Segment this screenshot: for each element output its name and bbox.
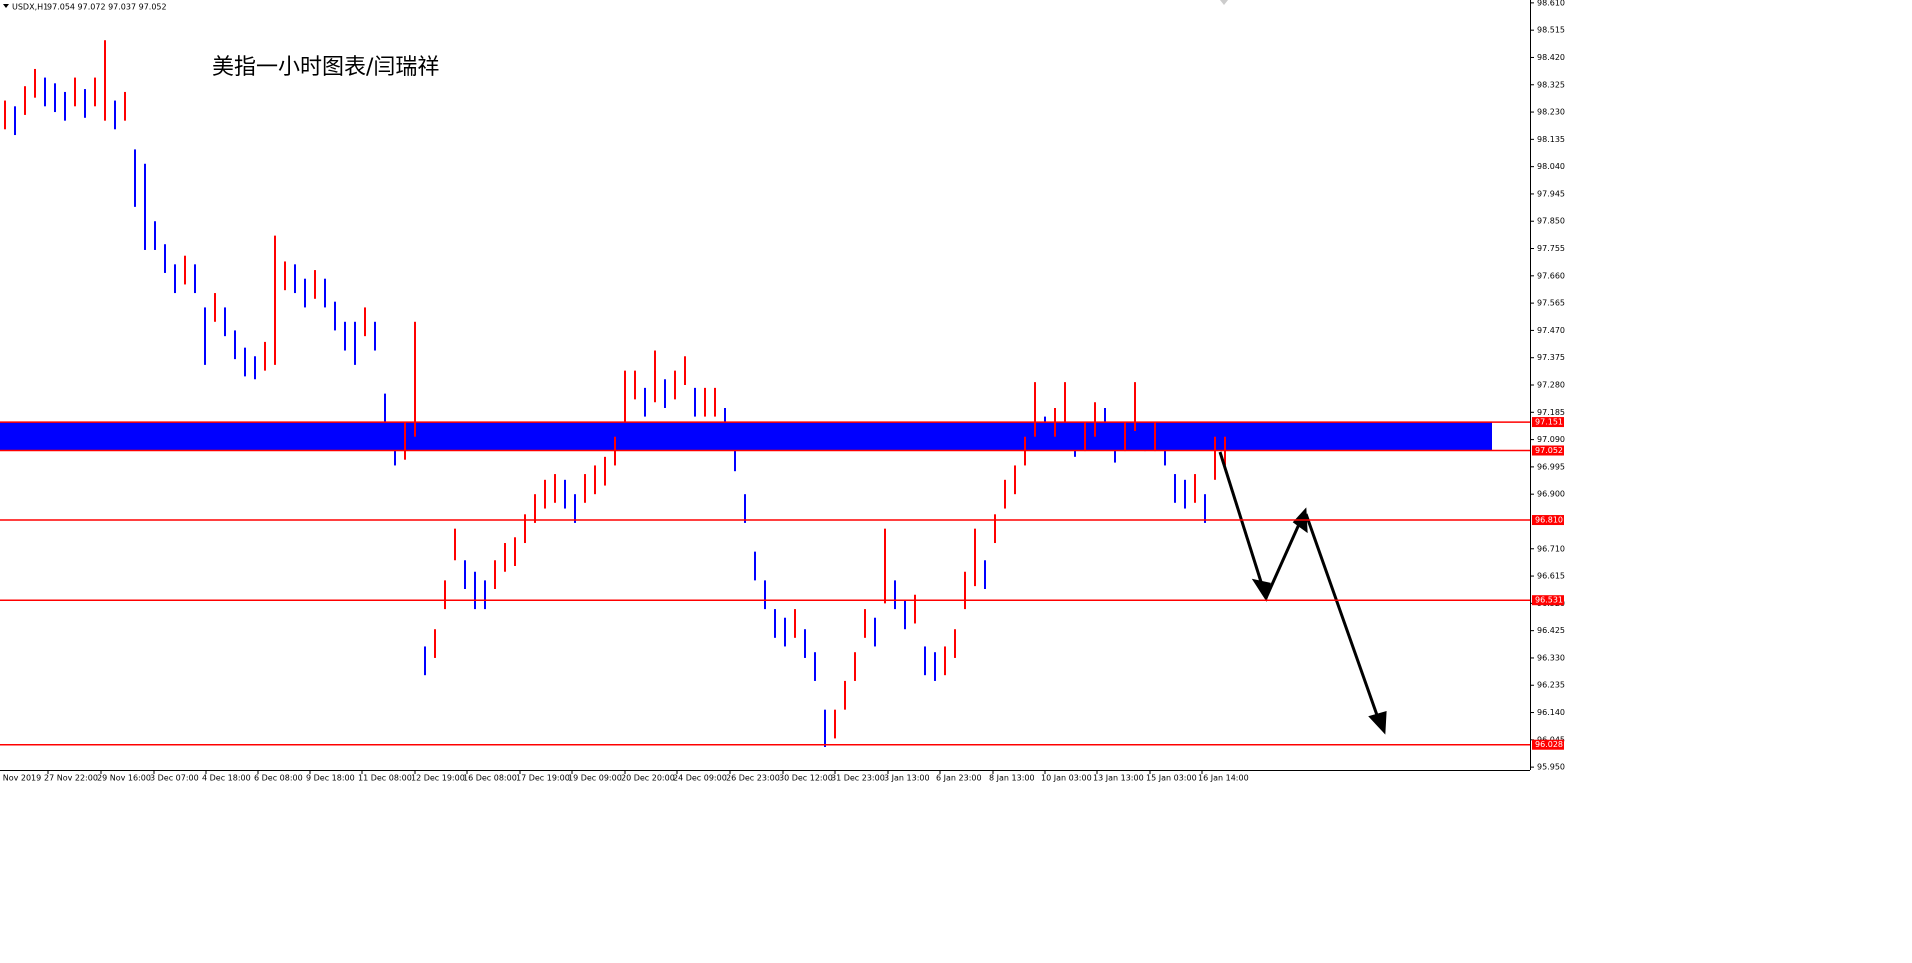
x-tick-label: 16 Dec 08:00 <box>463 774 517 783</box>
menu-icon <box>3 4 9 8</box>
level-label: 97.052 <box>1535 446 1563 455</box>
y-tick-label: 96.140 <box>1537 708 1565 717</box>
level-label: 97.151 <box>1535 418 1563 427</box>
y-tick-label: 98.610 <box>1537 0 1565 7</box>
x-tick-label: 3 Jan 13:00 <box>884 774 930 783</box>
level-label: 96.531 <box>1535 596 1563 605</box>
y-tick-label: 98.040 <box>1537 162 1565 171</box>
y-tick-label: 97.660 <box>1537 271 1565 280</box>
x-tick-label: 24 Dec 09:00 <box>673 774 727 783</box>
y-tick-label: 97.280 <box>1537 381 1565 390</box>
resistance-zone <box>0 422 1492 451</box>
x-tick-label: 29 Nov 16:00 <box>97 774 151 783</box>
level-tag <box>1532 739 1564 750</box>
level-tag <box>1532 445 1564 456</box>
x-tick-label: 4 Dec 18:00 <box>202 774 251 783</box>
level-tag <box>1532 595 1564 606</box>
x-tick-label: 3 Dec 07:00 <box>150 774 199 783</box>
x-tick-label: 31 Dec 23:00 <box>831 774 885 783</box>
level-label: 96.810 <box>1535 516 1563 525</box>
y-tick-label: 96.900 <box>1537 490 1565 499</box>
level-label: 96.028 <box>1535 740 1563 749</box>
x-tick-label: 13 Jan 13:00 <box>1093 774 1144 783</box>
y-tick-label: 98.135 <box>1537 135 1565 144</box>
y-tick-label: 97.375 <box>1537 353 1565 362</box>
x-tick-label: 26 Nov 2019 <box>0 774 41 783</box>
y-tick-label: 95.950 <box>1537 763 1565 772</box>
x-tick-label: 6 Jan 23:00 <box>936 774 982 783</box>
x-tick-label: 27 Nov 22:00 <box>44 774 98 783</box>
x-tick-label: 6 Dec 08:00 <box>254 774 303 783</box>
y-tick-label: 96.330 <box>1537 653 1565 662</box>
x-tick-label: 16 Jan 14:00 <box>1198 774 1249 783</box>
y-tick-label: 97.945 <box>1537 189 1565 198</box>
quote: 97.054 97.072 97.037 97.052 <box>47 3 167 12</box>
symbol: USDX,H1 <box>12 3 48 12</box>
x-tick-label: 12 Dec 19:00 <box>411 774 465 783</box>
level-tag <box>1532 417 1564 428</box>
scroll-marker <box>1220 0 1228 5</box>
chart-title: 美指一小时图表/闫瑞祥 <box>212 55 439 80</box>
y-tick-label: 98.420 <box>1537 53 1565 62</box>
x-tick-label: 19 Dec 09:00 <box>568 774 622 783</box>
y-tick-label: 97.565 <box>1537 299 1565 308</box>
x-tick-label: 20 Dec 20:00 <box>621 774 675 783</box>
y-tick-label: 96.235 <box>1537 681 1565 690</box>
y-tick-label: 97.185 <box>1537 408 1565 417</box>
forecast-arrows <box>1218 451 1387 735</box>
y-tick-label: 97.755 <box>1537 244 1565 253</box>
y-tick-label: 96.615 <box>1537 572 1565 581</box>
x-tick-label: 8 Jan 13:00 <box>989 774 1035 783</box>
y-tick-label: 96.710 <box>1537 544 1565 553</box>
plot-area <box>0 40 1492 748</box>
x-tick-label: 11 Dec 08:00 <box>358 774 412 783</box>
y-tick-label: 98.515 <box>1537 26 1565 35</box>
x-tick-label: 26 Dec 23:00 <box>726 774 780 783</box>
x-tick-label: 10 Jan 03:00 <box>1041 774 1092 783</box>
level-tag <box>1532 515 1564 526</box>
y-tick-label: 98.230 <box>1537 108 1565 117</box>
y-tick-label: 97.850 <box>1537 217 1565 226</box>
x-tick-label: 30 Dec 12:00 <box>779 774 833 783</box>
x-tick-label: 9 Dec 18:00 <box>306 774 355 783</box>
x-tick-label: 17 Dec 19:00 <box>516 774 570 783</box>
y-tick-label: 96.425 <box>1537 626 1565 635</box>
y-tick-label: 97.470 <box>1537 326 1565 335</box>
y-tick-label: 96.995 <box>1537 462 1565 471</box>
x-tick-label: 15 Jan 03:00 <box>1146 774 1197 783</box>
y-tick-label: 98.325 <box>1537 80 1565 89</box>
y-tick-label: 97.090 <box>1537 435 1565 444</box>
